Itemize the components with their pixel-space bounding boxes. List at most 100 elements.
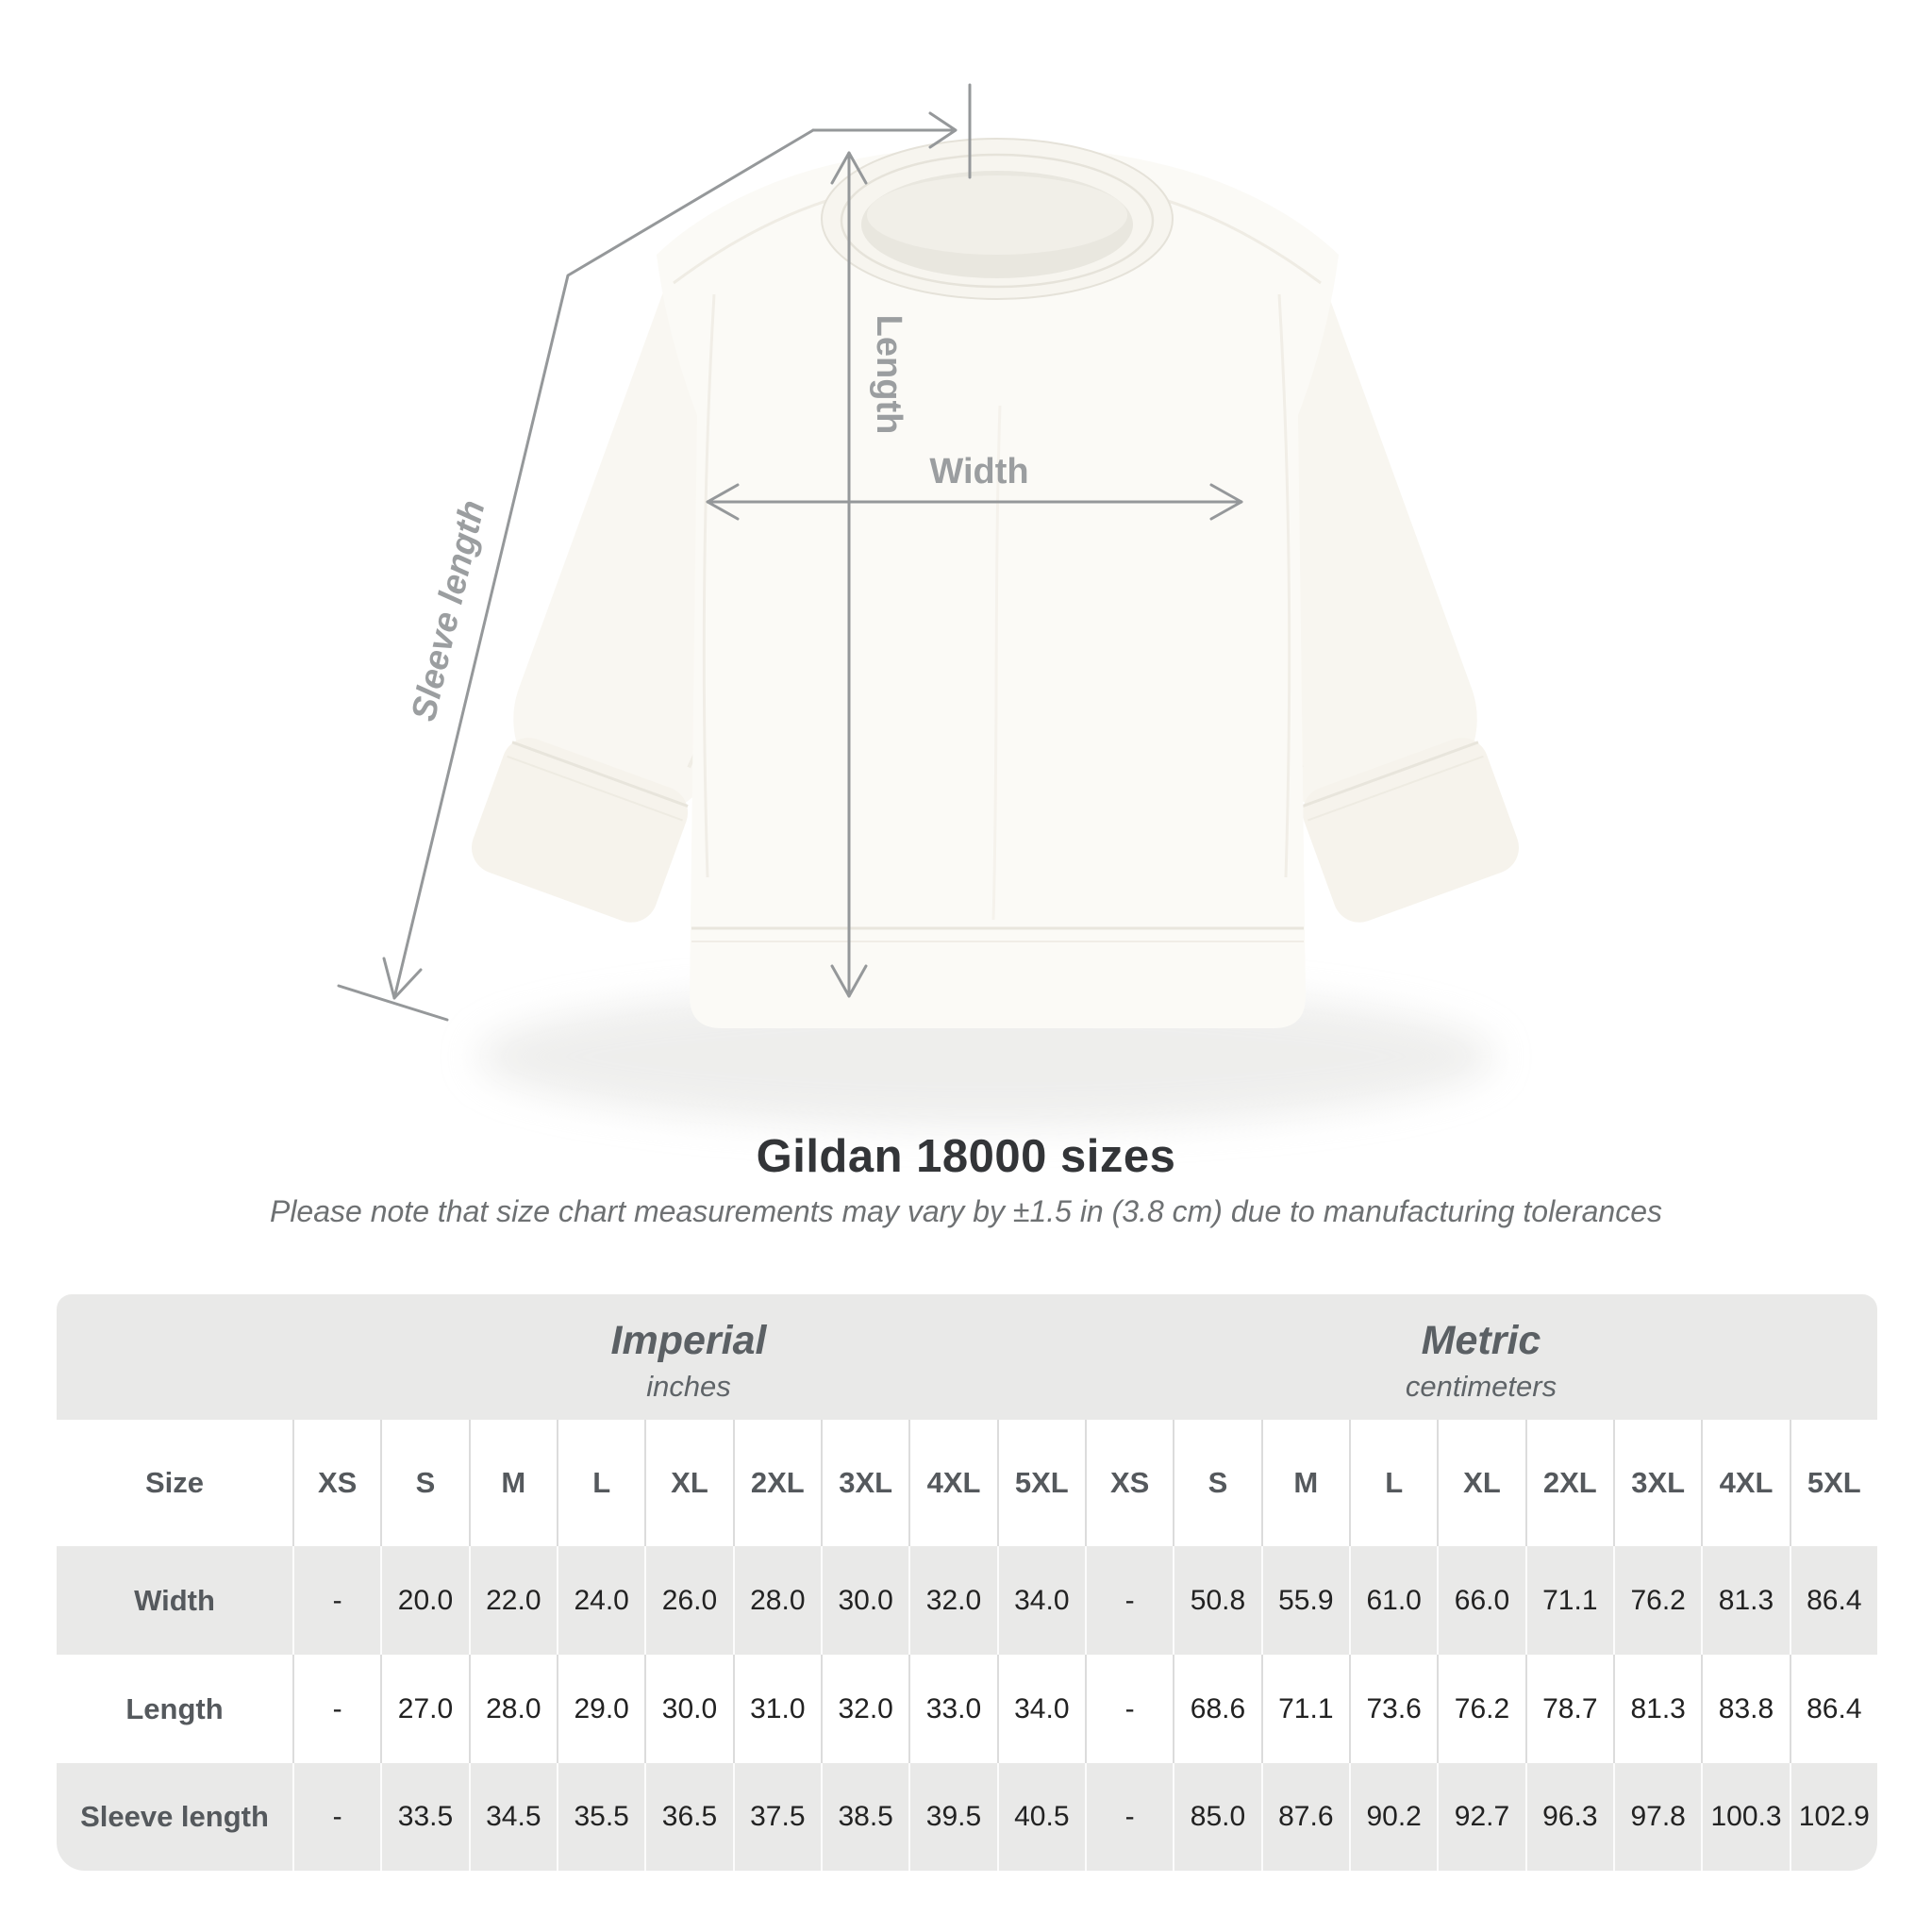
table-cell-imperial: 32.0 (908, 1546, 997, 1655)
page-title: Gildan 18000 sizes (756, 1131, 1176, 1182)
table-cell-metric: - (1085, 1546, 1174, 1655)
size-table: Imperial inches Metric centimeters Size X… (57, 1294, 1877, 1871)
table-cell-imperial: 34.0 (996, 1546, 1085, 1655)
table-cell-metric: 81.3 (1701, 1546, 1790, 1655)
metric-size-header-3XL: 3XL (1613, 1420, 1701, 1546)
metric-size-header-XL: XL (1437, 1420, 1524, 1546)
table-cell-imperial: - (292, 1655, 380, 1763)
length-arrow-down (830, 964, 868, 998)
table-cell-imperial: 30.0 (821, 1546, 909, 1655)
metric-label: Metric (1421, 1318, 1541, 1363)
table-cell-imperial: 35.5 (557, 1763, 645, 1871)
sleeve-length-label: Sleeve length (404, 496, 492, 724)
table-cell-imperial: 22.0 (468, 1546, 557, 1655)
table-cell-metric: 100.3 (1701, 1763, 1790, 1871)
imperial-size-header-S: S (380, 1420, 468, 1546)
table-cell-metric: 90.2 (1349, 1763, 1438, 1871)
table-cell-metric: 97.8 (1613, 1763, 1702, 1871)
right-cuff (1302, 738, 1520, 923)
imperial-size-header-3XL: 3XL (821, 1420, 908, 1546)
imperial-size-header-5XL: 5XL (996, 1420, 1085, 1546)
table-cell-imperial: 33.0 (908, 1655, 996, 1763)
imperial-size-header-XL: XL (644, 1420, 732, 1546)
metric-units-label: centimeters (1405, 1369, 1557, 1403)
left-cuff (471, 738, 689, 923)
width-arrow-left (706, 483, 740, 521)
imperial-size-header-2XL: 2XL (732, 1420, 821, 1546)
table-cell-imperial: - (292, 1763, 381, 1871)
table-cell-imperial: 31.0 (732, 1655, 821, 1763)
sweatshirt-measurement-diagram: Length Width Sleeve length (337, 83, 1520, 1127)
table-cell-metric: 66.0 (1437, 1546, 1525, 1655)
tolerance-note: Please note that size chart measurements… (269, 1194, 1663, 1228)
metric-section-header: Metric centimeters (1085, 1294, 1877, 1420)
size-column-header: Size (144, 1466, 205, 1499)
metric-size-header-XS: XS (1085, 1420, 1173, 1546)
table-cell-metric: - (1085, 1763, 1174, 1871)
length-arrow-up (830, 151, 868, 185)
row-label: Width (57, 1546, 292, 1655)
table-cell-imperial: 28.0 (732, 1546, 821, 1655)
imperial-size-header-XS: XS (292, 1420, 380, 1546)
table-cell-imperial: 26.0 (644, 1546, 733, 1655)
metric-size-header-M: M (1260, 1420, 1349, 1546)
metric-size-header-4XL: 4XL (1701, 1420, 1789, 1546)
table-cell-metric: 50.8 (1173, 1546, 1261, 1655)
table-cell-metric: 102.9 (1789, 1763, 1877, 1871)
table-cell-metric: 78.7 (1524, 1655, 1613, 1763)
top-arrowhead (928, 111, 958, 149)
table-cell-metric: 71.1 (1260, 1655, 1349, 1763)
collar (821, 138, 1174, 300)
imperial-section-header: Imperial inches (292, 1294, 1085, 1420)
imperial-size-header-L: L (557, 1420, 644, 1546)
table-cell-imperial: 30.0 (644, 1655, 732, 1763)
table-cell-imperial: 29.0 (557, 1655, 644, 1763)
table-cell-metric: 61.0 (1349, 1546, 1438, 1655)
metric-size-header-2XL: 2XL (1524, 1420, 1613, 1546)
table-cell-metric: 86.4 (1789, 1546, 1877, 1655)
table-cell-imperial: 38.5 (821, 1763, 909, 1871)
table-cell-imperial: 27.0 (380, 1655, 468, 1763)
width-label: Width (929, 452, 1028, 491)
table-cell-imperial: 20.0 (380, 1546, 469, 1655)
imperial-units-label: inches (646, 1369, 731, 1403)
table-cell-metric: - (1085, 1655, 1173, 1763)
metric-size-header-5XL: 5XL (1789, 1420, 1877, 1546)
table-cell-imperial: 39.5 (908, 1763, 997, 1871)
table-cell-metric: 81.3 (1613, 1655, 1701, 1763)
metric-size-header-L: L (1349, 1420, 1437, 1546)
imperial-size-header-M: M (468, 1420, 557, 1546)
table-cell-metric: 87.6 (1260, 1763, 1349, 1871)
measurement-annotations (337, 83, 1243, 1022)
table-cell-imperial: 36.5 (644, 1763, 733, 1871)
table-cell-imperial: 34.0 (996, 1655, 1085, 1763)
table-cell-imperial: 28.0 (468, 1655, 557, 1763)
table-cell-metric: 76.2 (1613, 1546, 1702, 1655)
width-arrow-right (1209, 483, 1243, 521)
table-cell-metric: 55.9 (1260, 1546, 1349, 1655)
row-label: Length (125, 1691, 224, 1725)
table-cell-metric: 92.7 (1437, 1763, 1525, 1871)
table-cell-imperial: 24.0 (557, 1546, 645, 1655)
sleeve-length-arrowhead (382, 957, 423, 1000)
row-label: Sleeve length (57, 1763, 292, 1871)
imperial-size-header-4XL: 4XL (908, 1420, 996, 1546)
table-cell-metric: 86.4 (1789, 1655, 1877, 1763)
table-cell-imperial: 32.0 (821, 1655, 908, 1763)
sleeve-length-line (392, 128, 815, 1000)
table-cell-imperial: - (292, 1546, 381, 1655)
table-cell-metric: 85.0 (1173, 1763, 1261, 1871)
table-corner-cell (57, 1294, 292, 1420)
table-cell-metric: 76.2 (1437, 1655, 1524, 1763)
table-cell-imperial: 40.5 (996, 1763, 1085, 1871)
metric-size-header-S: S (1173, 1420, 1260, 1546)
table-cell-metric: 71.1 (1524, 1546, 1613, 1655)
table-cell-imperial: 37.5 (732, 1763, 821, 1871)
sleeve-length-end-tick (337, 984, 449, 1022)
table-cell-metric: 96.3 (1524, 1763, 1613, 1871)
table-cell-imperial: 34.5 (468, 1763, 557, 1871)
table-cell-metric: 73.6 (1349, 1655, 1437, 1763)
length-label: Length (869, 315, 908, 435)
table-cell-metric: 83.8 (1701, 1655, 1789, 1763)
